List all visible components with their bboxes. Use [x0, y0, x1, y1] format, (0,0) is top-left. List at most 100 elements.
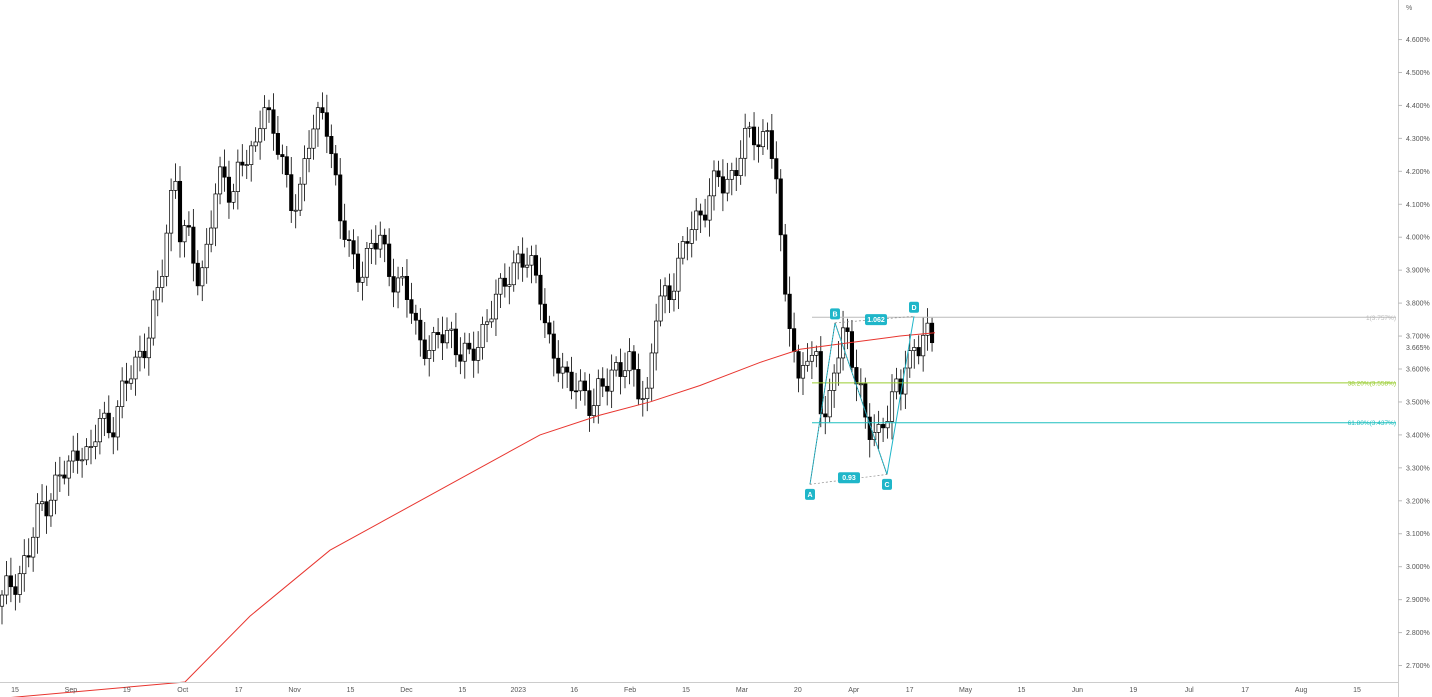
- candle-body: [142, 350, 147, 359]
- candle-body: [573, 390, 579, 393]
- candle-body: [556, 357, 561, 374]
- candle-body: [765, 130, 770, 132]
- candle-body: [111, 432, 116, 438]
- candle-body: [218, 166, 223, 195]
- candle-body: [471, 348, 476, 361]
- candle-body: [698, 210, 703, 216]
- price-axis[interactable]: 2.700% 2.800% 2.900% 3.000% 3.100% 3.200% 3.30…: [1398, 37, 1430, 670]
- pattern-point-marker[interactable]: [805, 488, 815, 500]
- x-tick-label: May: [959, 687, 973, 694]
- candle-body: [881, 424, 886, 429]
- candle-body: [565, 366, 570, 373]
- candle-body: [324, 112, 329, 137]
- pattern-point-marker[interactable]: [909, 301, 919, 313]
- candle-body: [729, 170, 734, 180]
- y-tick-label: 4.500%: [1406, 70, 1430, 77]
- pattern-point-marker[interactable]: [830, 308, 840, 320]
- candle-body: [889, 391, 895, 422]
- candle-body: [547, 322, 552, 335]
- candle-body: [751, 126, 757, 146]
- pattern-point-label: B: [832, 311, 837, 318]
- candle-body: [493, 293, 499, 320]
- candle-body: [823, 413, 828, 418]
- candle-body: [720, 176, 725, 194]
- candle-body: [275, 133, 280, 155]
- candle-body: [418, 319, 423, 341]
- candle-body: [173, 180, 178, 191]
- candle-body: [4, 575, 9, 596]
- candle-body: [177, 180, 183, 243]
- candle-body: [120, 380, 125, 407]
- candle-body: [373, 242, 378, 250]
- candle-body: [694, 210, 699, 230]
- y-tick-label: 4.200%: [1406, 169, 1430, 176]
- candle-body: [93, 441, 98, 447]
- y-tick-label: 4.400%: [1406, 103, 1430, 110]
- candle-body: [631, 351, 636, 370]
- x-tick-label: 15: [1353, 687, 1361, 694]
- y-tick-label: 3.500%: [1406, 399, 1430, 406]
- candle-body: [467, 342, 472, 350]
- pattern-point-marker[interactable]: [882, 478, 892, 490]
- candle-body: [169, 190, 174, 234]
- candle-body: [413, 312, 418, 321]
- candle-body: [369, 242, 374, 249]
- pattern-ratio-badge[interactable]: [865, 314, 887, 326]
- candle-body: [307, 147, 312, 159]
- candlestick-series: [0, 92, 935, 625]
- candle-body: [204, 243, 209, 269]
- candle-body: [760, 131, 766, 148]
- candle-body: [516, 253, 521, 264]
- pattern-ratio-badge[interactable]: [838, 472, 860, 484]
- candle-body: [618, 362, 623, 377]
- candle-body: [662, 285, 668, 297]
- candle-body: [186, 225, 191, 228]
- x-tick-label: Aug: [1295, 687, 1308, 694]
- x-tick-label: Nov: [288, 687, 301, 694]
- candle-body: [863, 383, 868, 418]
- candle-body: [182, 225, 187, 243]
- candle-body: [605, 385, 610, 392]
- candle-body: [151, 299, 156, 339]
- pattern-ratio-label: 1.062: [867, 317, 885, 324]
- candle-body: [596, 378, 601, 406]
- y-unit-label: %: [1406, 5, 1412, 12]
- candle-body: [792, 328, 797, 352]
- candle-body: [53, 474, 58, 501]
- candle-body: [431, 332, 436, 351]
- candle-body: [680, 241, 685, 259]
- candle-body: [756, 144, 761, 148]
- x-tick-label: 19: [1129, 687, 1137, 694]
- fib-level-label: 38.20%(3.558%): [1348, 380, 1396, 387]
- candle-body: [44, 501, 49, 517]
- candle-body: [658, 295, 663, 322]
- candle-body: [827, 390, 832, 418]
- candle-body: [849, 331, 855, 368]
- x-tick-label: 19: [123, 687, 131, 694]
- pattern-ratio-label: 0.93: [842, 475, 856, 482]
- y-tick-label: 3.800%: [1406, 301, 1430, 308]
- x-tick-label: Mar: [736, 687, 749, 694]
- candle-body: [796, 351, 801, 379]
- candle-body: [542, 303, 547, 324]
- time-axis[interactable]: 15 Sep 19 Oct 17 Nov 15 Dec 15 2023 16 Feb 15 Mar 20 Ap…: [11, 687, 1361, 694]
- x-tick-label: 15: [347, 687, 355, 694]
- candle-body: [805, 360, 810, 366]
- candle-body: [436, 332, 441, 336]
- pattern-point-label: C: [884, 482, 889, 489]
- x-tick-label: 15: [682, 687, 690, 694]
- candle-body: [627, 351, 632, 372]
- candle-body: [235, 161, 240, 192]
- candle-body: [440, 334, 445, 344]
- x-tick-label: Feb: [624, 687, 636, 694]
- candle-body: [22, 555, 27, 575]
- x-tick-label: Oct: [177, 687, 188, 694]
- candle-body: [266, 107, 272, 111]
- candle-body: [378, 234, 383, 250]
- x-tick-label: 17: [235, 687, 243, 694]
- candle-body: [609, 369, 614, 392]
- y-tick-label: 3.100%: [1406, 531, 1430, 538]
- y-tick-label: 4.600%: [1406, 37, 1430, 44]
